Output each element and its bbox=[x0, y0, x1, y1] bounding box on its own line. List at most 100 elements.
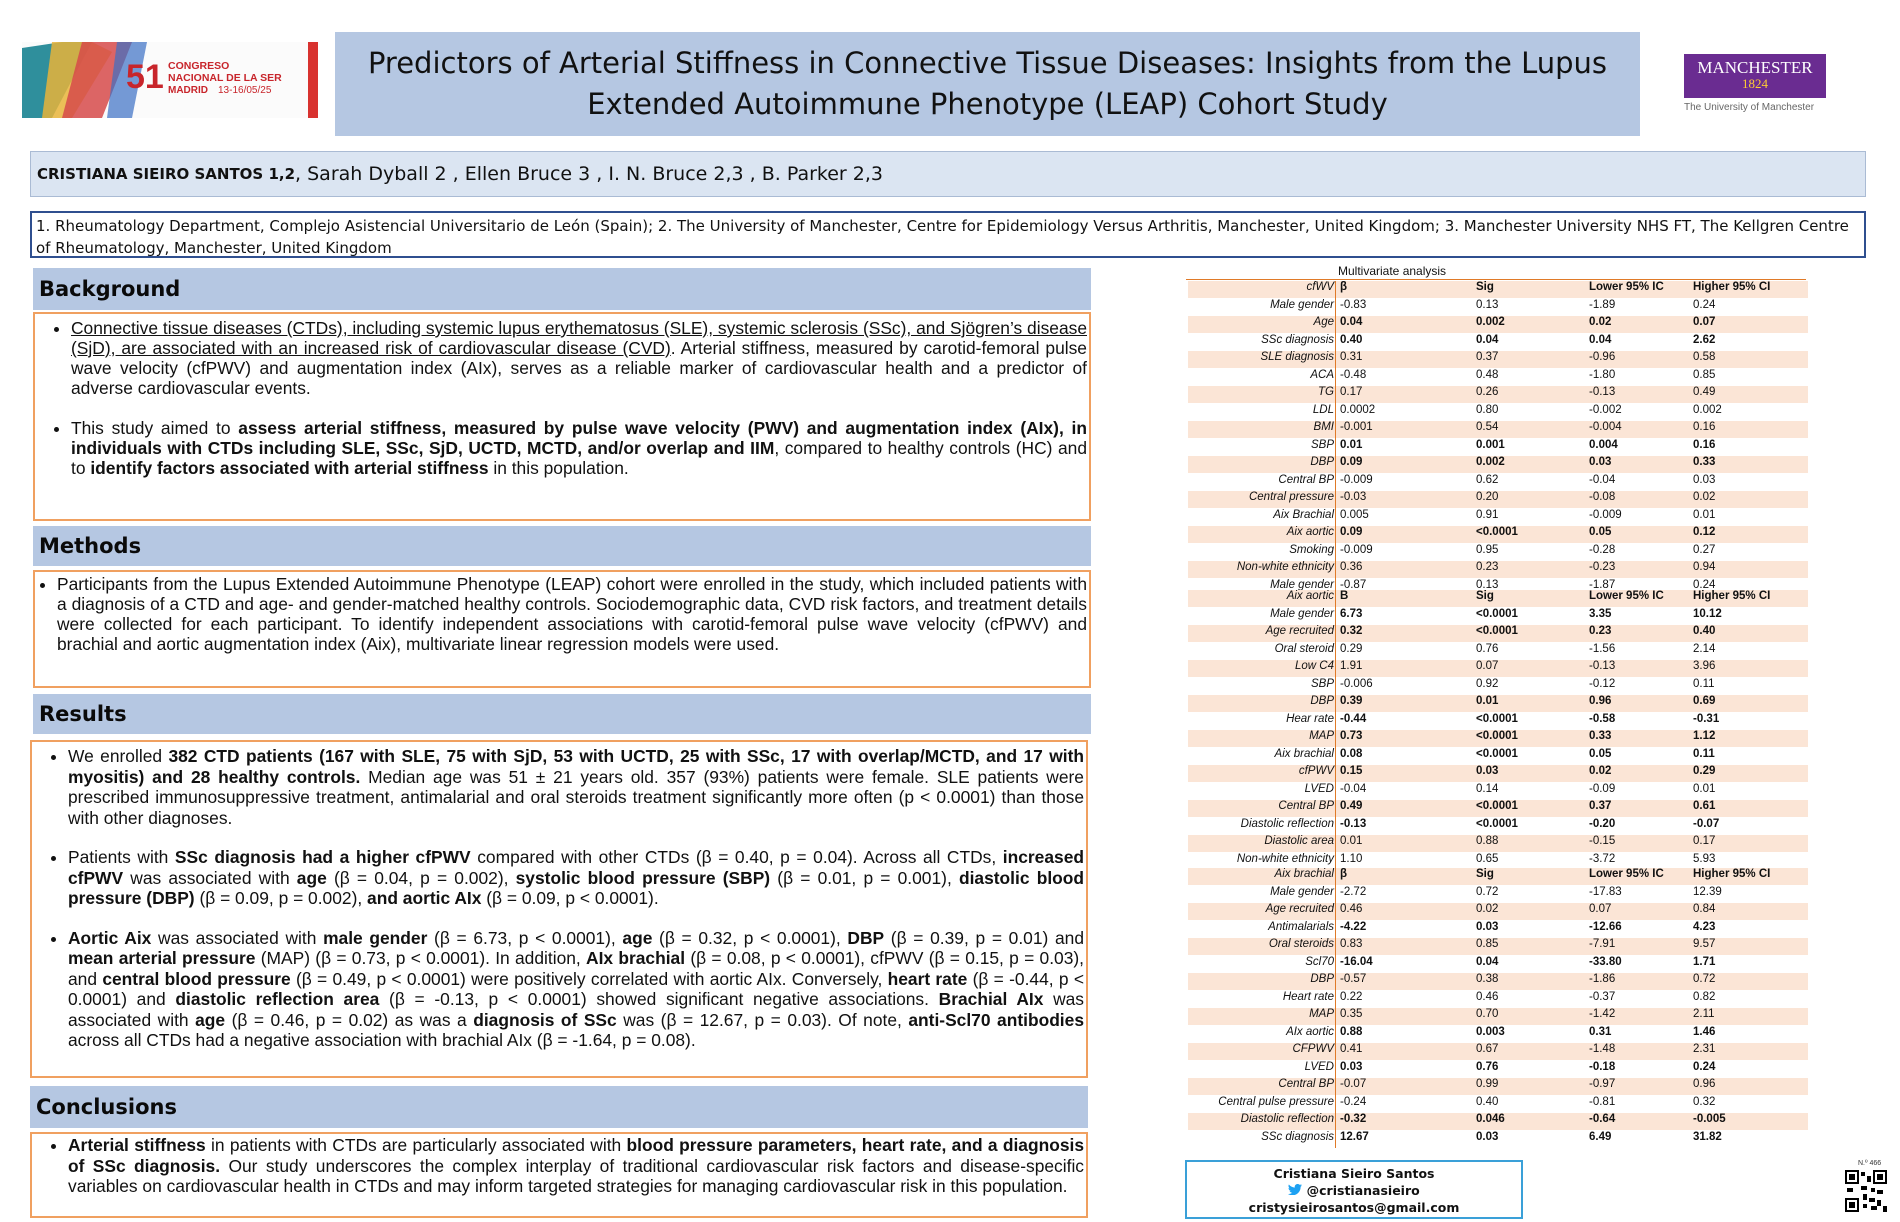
results-p2-e: was associated with bbox=[123, 867, 297, 888]
background-point-1: Connective tissue diseases (CTDs), inclu… bbox=[71, 318, 1087, 398]
table-row: SSc diagnosis 12.67 0.03 6.49 31.82 bbox=[1188, 1131, 1808, 1148]
results-p2-l: and aortic AIx bbox=[367, 888, 482, 908]
table-cell: -1.80 bbox=[1589, 368, 1616, 381]
table-row-label: Central BP bbox=[1278, 800, 1334, 812]
table-cell: 0.005 bbox=[1340, 508, 1369, 521]
table-cell: 6.73 bbox=[1340, 607, 1363, 620]
table-row: DBP 0.39 0.01 0.96 0.69 bbox=[1188, 695, 1808, 712]
table-row-label: TG bbox=[1318, 386, 1334, 398]
results-point-3: Aortic Aix was associated with male gend… bbox=[68, 928, 1084, 1051]
table-cell: Higher 95% CI bbox=[1693, 590, 1771, 602]
table-cell: -0.28 bbox=[1589, 543, 1616, 556]
table-cell: -0.13 bbox=[1340, 817, 1367, 830]
table-cell: -1.89 bbox=[1589, 298, 1616, 311]
table-row: AIx aortic 0.88 0.003 0.31 1.46 bbox=[1188, 1026, 1808, 1043]
table-cell: 12.67 bbox=[1340, 1130, 1369, 1143]
contact-handle-row: @cristianasieiro bbox=[1187, 1182, 1521, 1199]
lead-author: CRISTIANA SIEIRO SANTOS 1,2 bbox=[37, 165, 296, 183]
table-cell: <0.0001 bbox=[1476, 800, 1518, 812]
table-cell: 2.31 bbox=[1693, 1043, 1716, 1055]
table-cell: 0.41 bbox=[1340, 1043, 1363, 1055]
qr-code-icon[interactable] bbox=[1845, 1170, 1887, 1222]
table-cell: 9.57 bbox=[1693, 938, 1716, 950]
results-p2-a: Patients with bbox=[68, 847, 175, 867]
table-cell: -0.03 bbox=[1340, 491, 1367, 503]
table-cell: -1.86 bbox=[1589, 973, 1616, 985]
table-row-label: Male gender bbox=[1270, 885, 1334, 898]
table-row-label: cfPWV bbox=[1298, 765, 1334, 777]
table-row: LVED 0.03 0.76 -0.18 0.24 bbox=[1188, 1061, 1808, 1078]
results-heading: Results bbox=[33, 694, 1091, 734]
poster-number: N.º 466 bbox=[1858, 1160, 1882, 1167]
table-cell: -0.57 bbox=[1340, 973, 1367, 985]
table-cell: -0.006 bbox=[1340, 677, 1373, 690]
table-cell: 0.24 bbox=[1693, 298, 1716, 311]
table-cell: -0.83 bbox=[1340, 298, 1367, 311]
background-p1-underlined: Connective tissue diseases (CTDs), inclu… bbox=[71, 318, 1087, 358]
table-row: Low C4 1.91 0.07 -0.13 3.96 bbox=[1188, 660, 1808, 677]
table-row-label: ACA bbox=[1310, 368, 1334, 381]
table-cell: 0.16 bbox=[1693, 438, 1716, 451]
table-row: Oral steroid 0.29 0.76 -1.56 2.14 bbox=[1188, 643, 1808, 660]
table-cell: Lower 95% IC bbox=[1589, 868, 1664, 880]
table-cell: -0.004 bbox=[1589, 421, 1622, 433]
table-cell: -33.80 bbox=[1589, 955, 1622, 968]
results-p3-o: heart rate bbox=[887, 968, 968, 989]
table-cell: 0.96 bbox=[1693, 1078, 1716, 1090]
results-p3-l: (β = 0.08, p < 0.0001), cfPWV (β = 0.15,… bbox=[68, 948, 1085, 989]
congress-name-line1: CONGRESO bbox=[168, 60, 230, 72]
table-cell: 1.12 bbox=[1693, 730, 1716, 742]
table-cell: 0.39 bbox=[1340, 695, 1363, 707]
table-cell: 0.85 bbox=[1476, 938, 1499, 950]
results-point-2: Patients with SSc diagnosis had a higher… bbox=[68, 847, 1084, 909]
table-cell: Sig bbox=[1476, 590, 1494, 602]
table-cell: -0.97 bbox=[1589, 1078, 1616, 1090]
table-row-label: CFPWV bbox=[1292, 1043, 1334, 1055]
table-cell: -2.72 bbox=[1340, 885, 1367, 898]
methods-heading: Methods bbox=[33, 526, 1091, 566]
congress-logo-graphic bbox=[22, 42, 318, 118]
table-cell: -0.31 bbox=[1693, 712, 1720, 725]
table-cell: 0.03 bbox=[1476, 920, 1499, 933]
table-cell: 2.11 bbox=[1693, 1008, 1715, 1020]
table-cell: 0.02 bbox=[1693, 491, 1716, 503]
table-row: Diastolic reflection -0.13 <0.0001 -0.20 -0.… bbox=[1188, 818, 1808, 835]
table-row-label: Oral steroid bbox=[1274, 642, 1334, 655]
table-row-label: Age recruited bbox=[1265, 903, 1334, 915]
table-cell: 0.01 bbox=[1340, 835, 1363, 847]
results-p3-e: age bbox=[622, 927, 653, 948]
table-cell: <0.0001 bbox=[1476, 712, 1518, 725]
table-cell: 0.95 bbox=[1476, 543, 1499, 556]
table-row: Non-white ethnicity 0.36 0.23 -0.23 0.94 bbox=[1188, 561, 1808, 578]
table-cell: 0.54 bbox=[1476, 421, 1499, 433]
table-cell: B bbox=[1340, 590, 1349, 602]
table-cell: 0.002 bbox=[1693, 403, 1722, 416]
table-row-label: LVED bbox=[1304, 1060, 1334, 1073]
results-p3-a: Aortic Aix bbox=[68, 927, 152, 948]
table-cell: Lower 95% IC bbox=[1589, 590, 1664, 602]
results-p3-p: (β = -0.44, p < 0.0001) and bbox=[68, 968, 1084, 1010]
table-cell: 0.46 bbox=[1476, 990, 1499, 1003]
table-row: Male gender -0.87 0.13 -1.87 0.24 bbox=[1188, 579, 1808, 596]
table-cell: 1.91 bbox=[1340, 660, 1363, 672]
table-cell: 0.02 bbox=[1589, 765, 1612, 777]
table-row: Male gender -2.72 0.72 -17.83 12.39 bbox=[1188, 886, 1808, 903]
results-p3-x: was (β = 12.67, p = 0.03). Of note, bbox=[616, 1009, 909, 1030]
table-cell: 0.61 bbox=[1693, 800, 1716, 812]
table-cell: -0.005 bbox=[1693, 1113, 1726, 1125]
table-cell: 0.004 bbox=[1589, 438, 1618, 451]
table-cell: 0.09 bbox=[1340, 456, 1363, 468]
table-cell: 0.24 bbox=[1693, 1060, 1716, 1073]
table-cell: -0.81 bbox=[1589, 1095, 1616, 1108]
table-cell: 0.91 bbox=[1476, 508, 1499, 521]
table-cell: 0.69 bbox=[1693, 695, 1716, 707]
table-cell: <0.0001 bbox=[1476, 730, 1518, 742]
contact-email[interactable]: cristysieirosantos@gmail.com bbox=[1248, 1200, 1460, 1215]
table-row-label: Age recruited bbox=[1265, 625, 1334, 637]
table-cell: 0.40 bbox=[1476, 1095, 1499, 1108]
table-cell: <0.0001 bbox=[1476, 817, 1518, 830]
results-p3-b: was associated with bbox=[151, 927, 324, 948]
results-p3-j: (MAP) (β = 0.73, p < 0.0001). In additio… bbox=[255, 948, 587, 968]
university-logo: MANCHESTER 1824 The University of Manche… bbox=[1684, 54, 1832, 118]
table-row: Diastolic area 0.01 0.88 -0.15 0.17 bbox=[1188, 835, 1808, 852]
